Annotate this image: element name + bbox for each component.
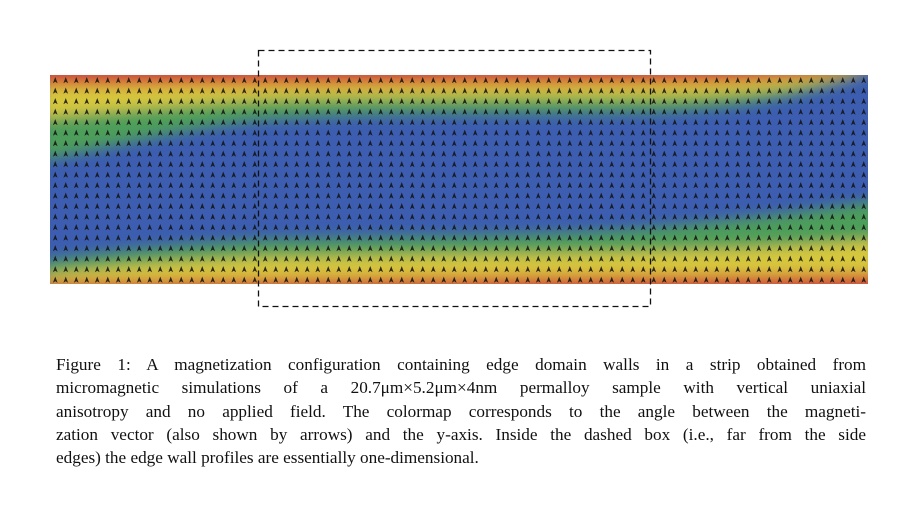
caption-line: anisotropy and no applied field. The col… (56, 401, 866, 421)
caption-line: edges) the edge wall profiles are essent… (56, 448, 479, 468)
dashed-box (257, 49, 652, 308)
caption-line: zation vector (also shown by arrows) and… (56, 424, 866, 444)
figure-image (50, 49, 868, 308)
caption: Figure 1: A magnetization configuration … (56, 353, 866, 469)
caption-line: micromagnetic simulations of a 20.7μm×5.… (56, 378, 866, 398)
caption-line: Figure 1: A magnetization configuration … (56, 355, 866, 374)
colormap (50, 75, 868, 284)
